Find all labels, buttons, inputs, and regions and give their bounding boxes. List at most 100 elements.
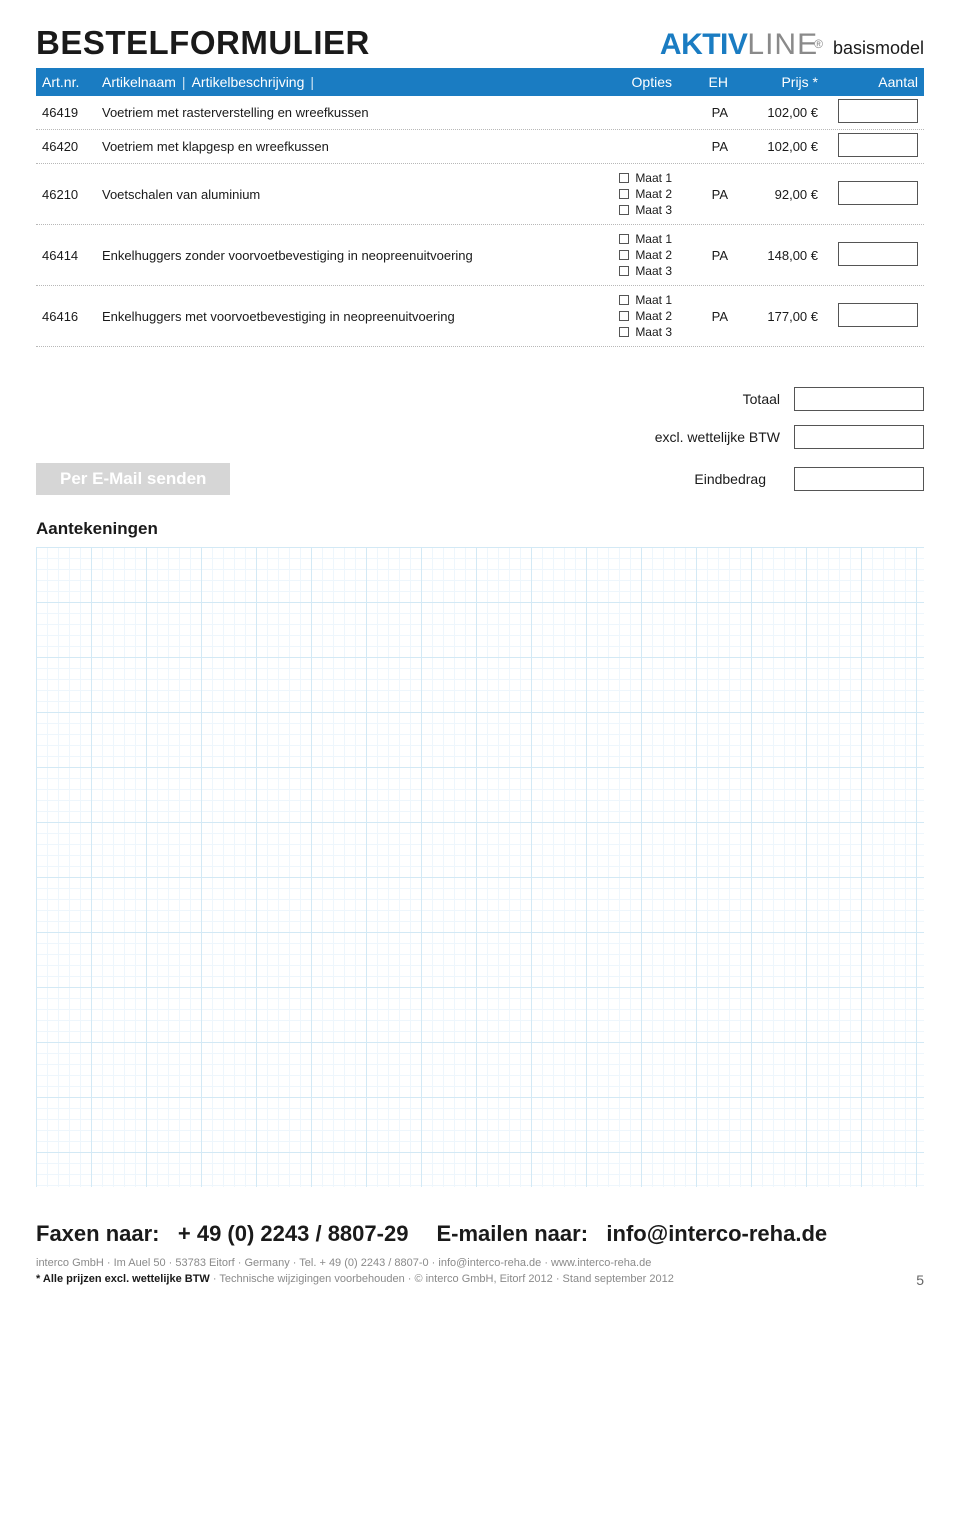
th-options: Opties: [632, 74, 672, 90]
option-label: Maat 3: [635, 263, 672, 279]
table-row: 46414Enkelhuggers zonder voorvoetbevesti…: [36, 225, 924, 286]
option-label: Maat 3: [635, 202, 672, 218]
footer-rest: · Technische wijzigingen voorbehouden · …: [210, 1273, 674, 1285]
footer-line1: interco GmbH · Im Auel 50 · 53783 Eitorf…: [36, 1257, 924, 1269]
cell-artnr: 46420: [42, 139, 102, 154]
option-label: Maat 2: [635, 247, 672, 263]
cell-price: 102,00: [728, 105, 818, 120]
option-checkbox[interactable]: [619, 250, 629, 260]
option-line: Maat 3: [619, 263, 672, 279]
footer-strong: * Alle prijzen excl. wettelijke BTW: [36, 1273, 210, 1285]
total-input[interactable]: [794, 387, 924, 411]
option-checkbox[interactable]: [619, 311, 629, 321]
notes-title: Aantekeningen: [36, 519, 924, 539]
notes-grid[interactable]: [36, 547, 924, 1187]
option-checkbox[interactable]: [619, 205, 629, 215]
cell-options: Maat 1Maat 2Maat 3: [619, 288, 688, 344]
vat-label: excl. wettelijke BTW: [655, 429, 780, 445]
cell-eh: PA: [688, 139, 728, 154]
final-label: Eindbedrag: [694, 471, 766, 487]
cell-desc-text: Enkelhuggers zonder voorvoetbevestiging …: [102, 248, 473, 263]
th-qty: Aantal: [818, 74, 918, 90]
qty-input[interactable]: [838, 133, 918, 157]
option-label: Maat 2: [635, 186, 672, 202]
cell-desc: Voetschalen van aluminium Maat 1Maat 2Maa…: [102, 166, 688, 222]
table-row: 46416Enkelhuggers met voorvoetbevestigin…: [36, 286, 924, 347]
option-line: Maat 2: [619, 247, 672, 263]
table-header: Art.nr. Artikelnaam | Artikelbeschrijvin…: [36, 68, 924, 96]
cell-desc-text: Enkelhuggers met voorvoetbevestiging in …: [102, 309, 455, 324]
cell-desc-text: Voetriem met rasterverstelling en wreefk…: [102, 105, 369, 120]
brand-block: AKTIVLINE® basismodel: [660, 28, 924, 62]
cell-qty: [818, 181, 918, 208]
option-checkbox[interactable]: [619, 173, 629, 183]
cell-artnr: 46416: [42, 309, 102, 324]
cell-qty: [818, 303, 918, 330]
qty-input[interactable]: [838, 181, 918, 205]
table-row: 46420Voetriem met klapgesp en wreefkusse…: [36, 130, 924, 164]
cell-desc-text: Voetriem met klapgesp en wreefkussen: [102, 139, 329, 154]
option-label: Maat 1: [635, 231, 672, 247]
option-label: Maat 1: [635, 170, 672, 186]
table-row: 46210Voetschalen van aluminiumMaat 1Maat…: [36, 164, 924, 225]
brand-bold: AKTIV: [660, 28, 748, 61]
cell-eh: PA: [688, 248, 728, 263]
page-header: BESTELFORMULIER AKTIVLINE® basismodel: [36, 24, 924, 62]
qty-input[interactable]: [838, 303, 918, 327]
th-sep: |: [182, 74, 186, 90]
option-checkbox[interactable]: [619, 234, 629, 244]
th-eh: EH: [688, 74, 728, 90]
fax-label: Faxen naar:: [36, 1221, 160, 1246]
mail-label: E-mailen naar:: [436, 1221, 588, 1246]
brand-light: LINE: [747, 28, 818, 61]
option-checkbox[interactable]: [619, 189, 629, 199]
option-line: Maat 2: [619, 186, 672, 202]
th-artdesc: Artikelbeschrijving: [192, 74, 305, 90]
cell-desc-text: Voetschalen van aluminium: [102, 187, 260, 202]
final-input[interactable]: [794, 467, 924, 491]
option-label: Maat 1: [635, 292, 672, 308]
total-label: Totaal: [743, 391, 780, 407]
th-artname: Artikelnaam: [102, 74, 176, 90]
cell-options: Maat 1Maat 2Maat 3: [619, 227, 688, 283]
option-checkbox[interactable]: [619, 295, 629, 305]
cell-price: 148,00: [728, 248, 818, 263]
brand-sub: basismodel: [833, 38, 924, 59]
cell-eh: PA: [688, 105, 728, 120]
vat-input[interactable]: [794, 425, 924, 449]
cell-desc: Voetriem met rasterverstelling en wreefk…: [102, 105, 688, 120]
option-checkbox[interactable]: [619, 327, 629, 337]
th-sep: |: [310, 74, 314, 90]
cell-qty: [818, 133, 918, 160]
cell-desc: Voetriem met klapgesp en wreefkussen: [102, 139, 688, 154]
option-line: Maat 2: [619, 308, 672, 324]
page-title: BESTELFORMULIER: [36, 24, 370, 62]
option-line: Maat 1: [619, 231, 672, 247]
qty-input[interactable]: [838, 99, 918, 123]
cell-artnr: 46419: [42, 105, 102, 120]
option-label: Maat 3: [635, 324, 672, 340]
cell-qty: [818, 242, 918, 269]
cell-desc: Enkelhuggers zonder voorvoetbevestiging …: [102, 227, 688, 283]
footer: Faxen naar: + 49 (0) 2243 / 8807-29 E-ma…: [36, 1221, 924, 1288]
option-checkbox[interactable]: [619, 266, 629, 276]
cell-artnr: 46414: [42, 248, 102, 263]
totals-block: Totaal excl. wettelijke BTW Per E-Mail s…: [36, 387, 924, 495]
cell-desc: Enkelhuggers met voorvoetbevestiging in …: [102, 288, 688, 344]
cell-price: 92,00: [728, 187, 818, 202]
cell-price: 102,00: [728, 139, 818, 154]
th-price: Prijs *: [728, 74, 818, 90]
th-artnr: Art.nr.: [42, 74, 102, 90]
send-email-button[interactable]: Per E-Mail senden: [36, 463, 230, 495]
table-row: 46419Voetriem met rasterverstelling en w…: [36, 96, 924, 130]
cell-artnr: 46210: [42, 187, 102, 202]
option-line: Maat 1: [619, 292, 672, 308]
cell-qty: [818, 99, 918, 126]
option-line: Maat 3: [619, 324, 672, 340]
qty-input[interactable]: [838, 242, 918, 266]
cell-price: 177,00: [728, 309, 818, 324]
fax-number: + 49 (0) 2243 / 8807-29: [178, 1221, 409, 1246]
cell-eh: PA: [688, 309, 728, 324]
mail-addr: info@interco-reha.de: [606, 1221, 827, 1246]
cell-eh: PA: [688, 187, 728, 202]
